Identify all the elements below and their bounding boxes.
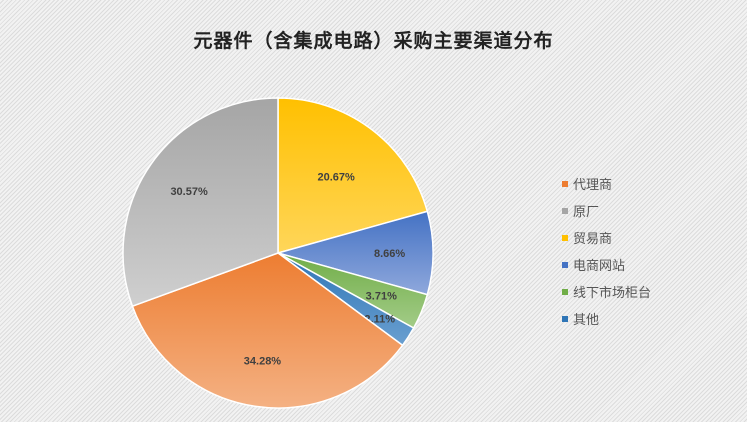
legend-swatch (562, 261, 568, 268)
chart-title: 元器件（含集成电路）采购主要渠道分布 (193, 30, 554, 52)
legend-item: 贸易商 (562, 224, 665, 251)
legend-item: 原厂 (562, 197, 665, 224)
pie-slice (131, 252, 404, 409)
legend-swatch (562, 234, 568, 241)
data-label: 30.57% (170, 186, 208, 198)
legend-label: 其他 (573, 313, 600, 328)
data-label: 3.71% (366, 290, 397, 302)
legend-swatch (562, 288, 568, 295)
legend-label: 线下市场柜台 (573, 286, 652, 301)
data-label: 20.67% (317, 171, 355, 183)
data-label: 8.66% (374, 248, 405, 260)
legend: 代理商原厂贸易商电商网站线下市场柜台 其他 (552, 170, 665, 332)
pie-slice (275, 210, 434, 296)
legend-label: 贸易商 (573, 232, 613, 247)
legend-item: 线下市场柜台 (562, 278, 665, 305)
data-label: 34.28% (244, 355, 282, 367)
legend-label: 代理商 (573, 178, 613, 193)
legend-swatch (562, 207, 568, 214)
pie-slice (277, 97, 429, 254)
legend-swatch (562, 180, 568, 187)
legend-swatch (562, 315, 568, 322)
legend-label: 原厂 (573, 205, 600, 220)
legend-item: 其他 (562, 305, 665, 332)
legend-label: 电商网站 (573, 259, 626, 274)
legend-item: 电商网站 (562, 251, 665, 278)
legend-item: 代理商 (562, 170, 665, 197)
pie-slice (122, 97, 279, 308)
